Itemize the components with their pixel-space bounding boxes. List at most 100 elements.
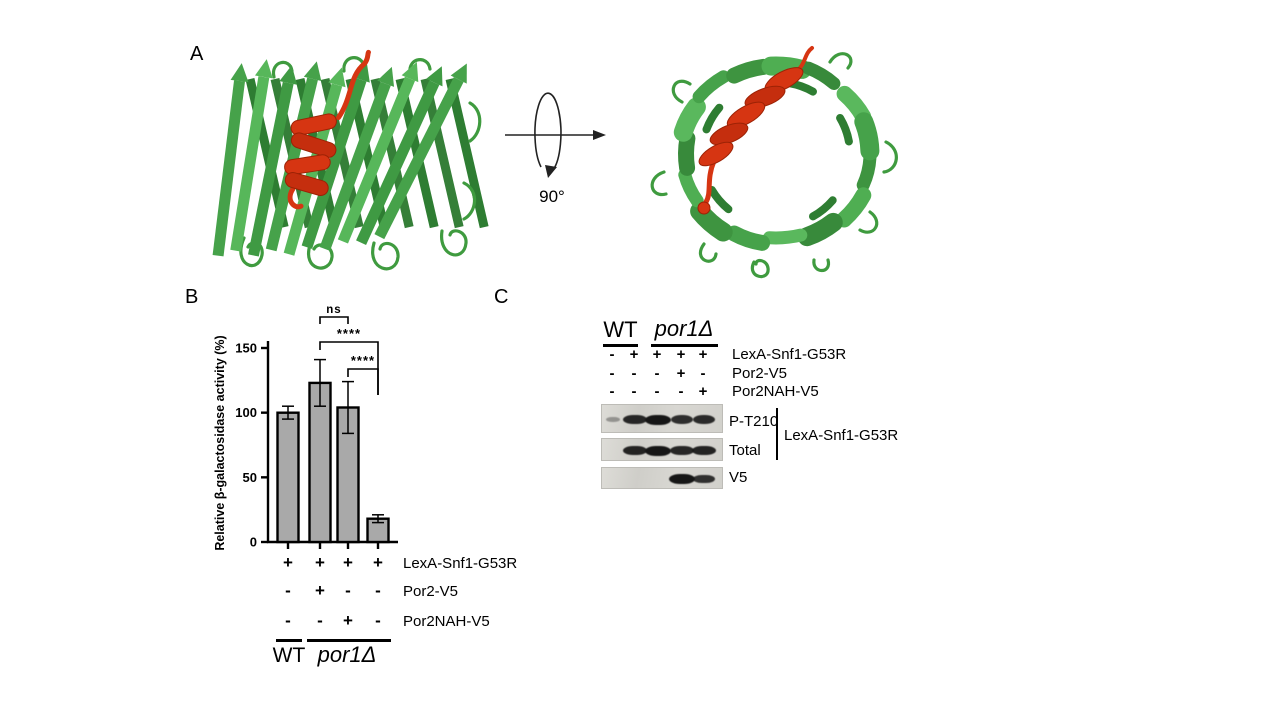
chart-condition-cell: - xyxy=(285,581,291,601)
chart-condition-cell: - xyxy=(285,611,291,631)
beta-strand xyxy=(726,58,772,84)
beta-strand xyxy=(420,77,464,229)
beta-strand xyxy=(374,77,464,240)
beta-strand xyxy=(319,81,391,251)
blot-band xyxy=(671,415,694,424)
beta-strand-arrowhead xyxy=(328,67,346,88)
significance-bracket xyxy=(319,316,349,324)
bar-chart: 0 50 100 150 Relative β-galactosidase activi… xyxy=(213,304,398,551)
western-blot-pt210 xyxy=(601,404,723,433)
blot-condition-cell: - xyxy=(678,382,684,400)
blot-condition-cell: - xyxy=(700,364,706,382)
beta-strand-arrowhead xyxy=(230,63,249,83)
blot-label-total: Total xyxy=(729,442,761,459)
helix-tail-ribbon xyxy=(703,158,717,205)
panel-b-label: B xyxy=(185,286,199,308)
blot-band xyxy=(645,445,671,456)
rotation-axis-arrowhead xyxy=(593,130,606,140)
y-tick-label: 150 xyxy=(235,341,257,356)
chart-condition-cell: - xyxy=(317,611,323,631)
chart-condition-row-label: LexA-Snf1-G53R xyxy=(403,555,518,573)
blot-band xyxy=(670,446,694,455)
chart-condition-cell: + xyxy=(315,553,325,573)
blot-bracket-line xyxy=(776,408,779,460)
blot-bracket-label: LexA-Snf1-G53R xyxy=(784,427,899,444)
beta-strand-arrowhead xyxy=(401,62,419,83)
alpha-helix xyxy=(697,46,814,215)
beta-strand-arrowhead xyxy=(254,59,273,79)
blot-group-label-por1: por1Δ xyxy=(654,316,714,341)
helix-tail-ribbon xyxy=(287,186,304,210)
blot-condition-cell: + xyxy=(676,364,686,382)
blot-condition-cell: + xyxy=(698,382,708,400)
beta-strand xyxy=(230,76,270,252)
y-tick-label: 0 xyxy=(250,535,257,550)
beta-strand-arrowhead xyxy=(426,66,443,87)
blot-band xyxy=(623,415,647,424)
helix-turn xyxy=(290,113,337,136)
blot-condition-row-label: LexA-Snf1-G53R xyxy=(732,346,847,364)
loop-ribbons xyxy=(650,52,898,279)
western-blot-v5 xyxy=(601,467,723,489)
blot-condition-cell: - xyxy=(609,345,615,363)
beta-strand xyxy=(212,80,245,257)
chart-condition-cell: + xyxy=(315,581,325,601)
blot-band xyxy=(669,474,695,484)
beta-strand xyxy=(707,186,733,214)
blot-band xyxy=(645,414,671,425)
y-tick-label: 50 xyxy=(243,470,257,485)
blot-band xyxy=(693,474,715,484)
chart-condition-cell: + xyxy=(343,611,353,631)
beta-strand xyxy=(702,103,724,134)
beta-strand xyxy=(678,168,704,208)
beta-strand xyxy=(762,228,808,245)
beta-strand xyxy=(248,81,294,257)
bar xyxy=(276,411,300,544)
western-blot-total xyxy=(601,438,723,461)
barrel-wall-strands xyxy=(673,56,880,251)
blot-condition-row-label: Por2NAH-V5 xyxy=(732,383,819,401)
beta-strand xyxy=(692,70,730,104)
blot-group-label-wt: WT xyxy=(603,317,638,342)
error-bar xyxy=(372,514,384,524)
chart-condition-cell: + xyxy=(343,553,353,573)
beta-strand xyxy=(836,114,853,146)
rotation-ellipse xyxy=(534,92,562,171)
helix-turn xyxy=(698,141,734,167)
chart-condition-row-label: Por2-V5 xyxy=(403,583,459,601)
protein-structure-top-view xyxy=(650,46,898,279)
blot-condition-cell: - xyxy=(654,382,660,400)
beta-strand xyxy=(854,112,880,161)
chart-condition-cell: - xyxy=(375,581,381,601)
blot-condition-row-label: Por2-V5 xyxy=(732,365,788,383)
significance-label: **** xyxy=(337,326,361,341)
significance-label: **** xyxy=(351,353,375,368)
protein-structure-side-view xyxy=(212,49,489,271)
blot-band xyxy=(692,446,716,456)
blot-group-underline-por1 xyxy=(651,344,718,347)
error-bar xyxy=(314,358,326,407)
group-underline-wt xyxy=(276,639,302,642)
helix-tail-end xyxy=(697,201,711,215)
beta-strand xyxy=(836,187,872,228)
chart-condition-cell: + xyxy=(283,553,293,573)
chart-condition-cell: - xyxy=(375,611,381,631)
beta-strand-arrowhead xyxy=(303,61,322,82)
blot-condition-cell: - xyxy=(609,364,615,382)
barrel-wall-inner xyxy=(702,79,853,221)
y-tick-label: 100 xyxy=(235,405,257,420)
blot-condition-cell: + xyxy=(652,345,662,363)
beta-strand xyxy=(673,97,706,142)
panel-c-label: C xyxy=(494,286,509,308)
blot-condition-cell: + xyxy=(629,345,639,363)
y-axis-title: Relative β-galactosidase activity (%) xyxy=(213,335,227,550)
beta-strand-arrowhead xyxy=(279,65,298,85)
blot-condition-cell: + xyxy=(676,345,686,363)
error-bar xyxy=(282,405,294,420)
blot-group-underline-wt xyxy=(603,344,638,347)
beta-strand xyxy=(809,196,837,221)
significance-label: ns xyxy=(326,304,341,316)
alpha-helix xyxy=(284,49,371,210)
error-bar xyxy=(342,380,354,435)
beta-strand xyxy=(678,130,696,176)
